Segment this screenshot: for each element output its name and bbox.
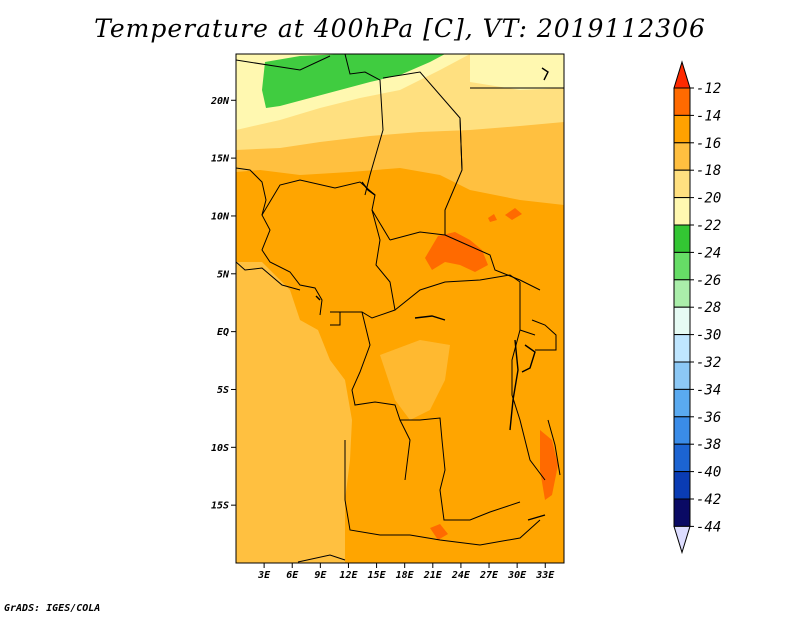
lon-tick-label: 30E: [507, 570, 527, 581]
colorbar-swatch: [673, 416, 691, 445]
country-boundaries: [236, 54, 564, 563]
colorbar-label: -44: [696, 519, 721, 535]
colorbar-swatch: [673, 334, 691, 363]
colorbar-swatch: [673, 361, 691, 390]
field-band-18-16-central: [380, 340, 450, 420]
colorbar-label: -20: [696, 191, 721, 207]
lon-tick-label: 3E: [257, 570, 271, 581]
colorbar-label: -32: [696, 355, 721, 371]
colorbar-swatch: [673, 224, 691, 253]
lon-tick-label: 12E: [339, 570, 358, 581]
field-band-above-14-c: [540, 430, 558, 500]
colorbar-label: -42: [696, 492, 721, 508]
field-band-24-22: [262, 54, 445, 108]
field-band-above-14: [425, 232, 488, 272]
colorbar-top-arrow: [673, 60, 691, 89]
lon-tick-label: 27E: [479, 570, 499, 581]
colorbar-label: -40: [696, 465, 721, 481]
colorbar-label: -26: [696, 273, 721, 289]
colorbar-bottom-arrow: [673, 525, 691, 555]
lat-tick-label: EQ: [217, 327, 229, 338]
colorbar-label: -34: [696, 382, 721, 398]
temperature-field: [236, 54, 564, 563]
colorbar-label: -22: [696, 218, 721, 234]
lat-tick-label: 10N: [211, 211, 230, 222]
latitude-axis: 20N 15N 10N 5N EQ 5S 10S 15S: [210, 96, 236, 512]
lat-tick-label: 20N: [210, 96, 230, 107]
lat-tick-label: 15S: [211, 501, 229, 512]
lat-tick-label: 10S: [211, 443, 229, 454]
colorbar-label: -24: [696, 245, 721, 261]
colorbar-label: -28: [696, 300, 721, 316]
lon-tick-label: 15E: [368, 570, 387, 581]
colorbar-swatch: [673, 169, 691, 199]
colorbar-label: -30: [696, 328, 721, 344]
lon-tick-label: 24E: [451, 570, 471, 581]
colorbar-label: -14: [696, 108, 721, 124]
lon-tick-label: 33E: [535, 570, 555, 581]
map-title: Temperature at 400hPa [C], VT: 201911230…: [94, 14, 706, 43]
colorbar-label: -36: [696, 410, 721, 426]
lon-tick-label: 21E: [423, 570, 443, 581]
grads-credit: GrADS: IGES/COLA: [4, 603, 101, 614]
lat-tick-label: 15N: [211, 154, 230, 165]
field-band-above-14-b: [505, 208, 522, 220]
field-band-above-14-d: [430, 524, 448, 540]
field-band-above-14-e: [488, 214, 497, 222]
colorbar-swatch: [673, 388, 691, 418]
lat-tick-label: 5S: [217, 385, 229, 396]
lat-tick-label: 5N: [217, 269, 230, 280]
colorbar-swatch: [673, 471, 691, 500]
colorbar-swatch: [673, 279, 691, 308]
lon-tick-label: 18E: [396, 570, 415, 581]
colorbar-swatch: [673, 197, 691, 226]
field-band-18-16: [236, 262, 352, 563]
colorbar: -12 -14 -16 -18 -20 -22 -24 -26 -28 -30 -32 -34 -36 -…: [673, 60, 721, 555]
colorbar-swatch: [673, 498, 691, 527]
colorbar-swatch: [673, 251, 691, 281]
colorbar-label: -16: [696, 136, 721, 152]
colorbar-swatch: [673, 443, 691, 473]
colorbar-label: -12: [696, 81, 721, 97]
colorbar-swatch: [673, 114, 691, 144]
longitude-axis: 3E 6E 9E 12E 15E 18E 21E 24E 27E 30E 33E: [257, 563, 555, 581]
coastline-details: [315, 67, 549, 521]
colorbar-label: -18: [696, 163, 721, 179]
colorbar-swatch: [673, 142, 691, 171]
lon-tick-label: 6E: [286, 570, 299, 581]
colorbar-swatch: [673, 306, 691, 336]
map-frame: [235, 53, 565, 564]
colorbar-swatch: [673, 87, 691, 116]
colorbar-label: -38: [696, 437, 721, 453]
lon-tick-label: 9E: [314, 570, 327, 581]
